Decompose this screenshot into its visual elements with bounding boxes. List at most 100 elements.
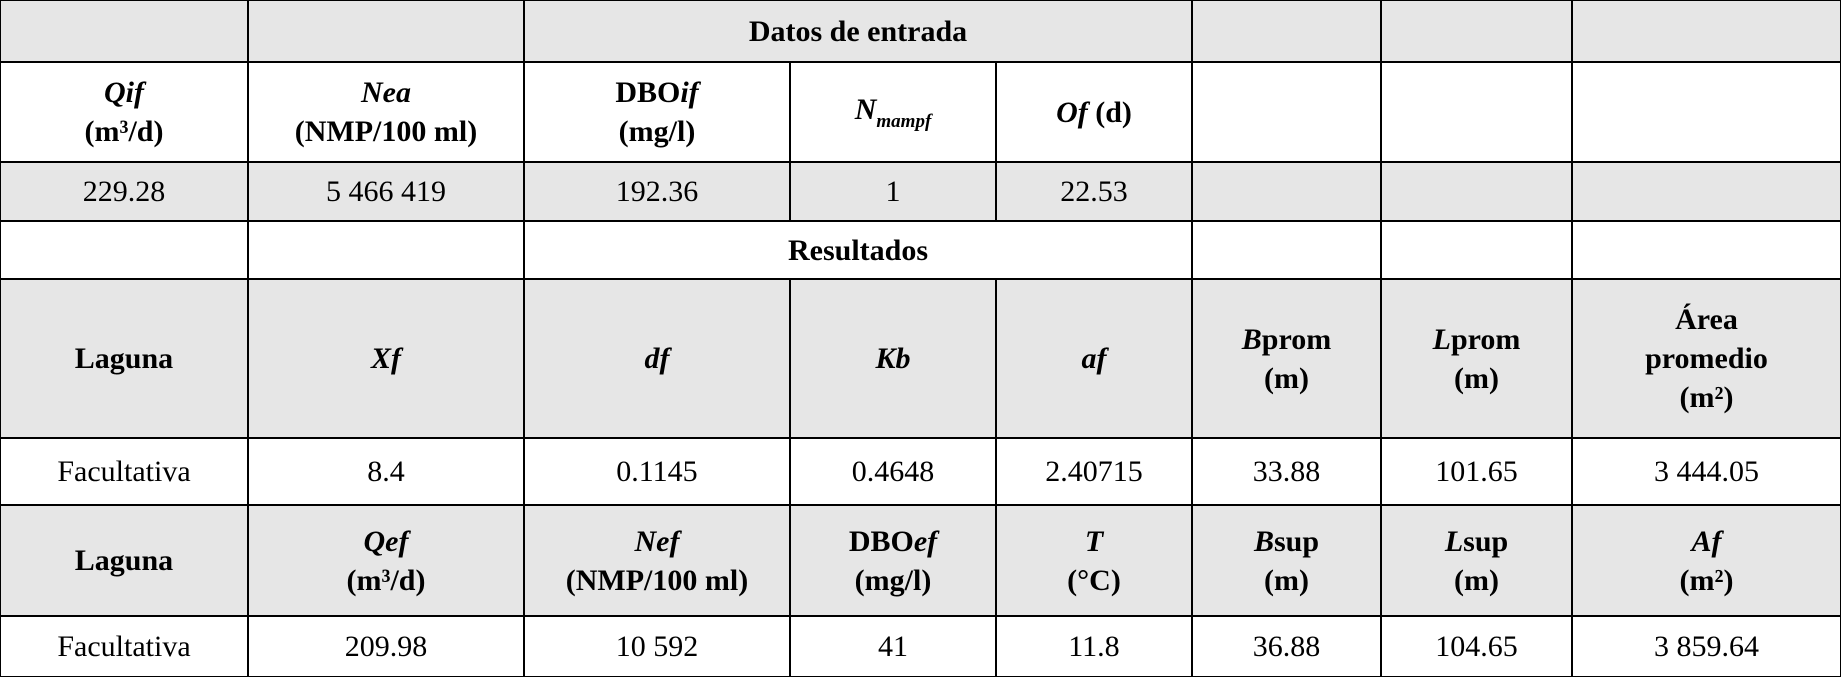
- header-line: Qif: [104, 73, 144, 112]
- header-line: Qef: [364, 522, 409, 561]
- header-line: Laguna: [75, 541, 173, 580]
- header-cell: Qif (m³/d): [0, 62, 248, 162]
- header-text: (mg/l): [618, 115, 696, 148]
- header-cell: Nea (NMP/100 ml): [248, 62, 524, 162]
- empty-cell: [248, 221, 524, 279]
- value-cell: 36.88: [1192, 616, 1381, 677]
- header-line: Lsup: [1445, 522, 1508, 561]
- value-cell: 33.88: [1192, 438, 1381, 505]
- header-line: (m): [1454, 561, 1499, 600]
- header-text: ef: [913, 524, 938, 558]
- header-line: (NMP/100 ml): [566, 561, 748, 600]
- header-text: (m³/d): [346, 563, 426, 597]
- header-cell: Qef (m³/d): [248, 505, 524, 616]
- value-cell: Facultativa: [0, 438, 248, 505]
- header-text: (m): [1454, 361, 1499, 395]
- value-cell: 2.40715: [996, 438, 1192, 505]
- header-cell: Xf: [248, 279, 524, 438]
- value-cell: Facultativa: [0, 616, 248, 677]
- header-text: prom: [1261, 322, 1332, 356]
- header-cell: Bprom (m): [1192, 279, 1381, 438]
- header-text: Área: [1675, 303, 1738, 336]
- header-line: Af: [1692, 522, 1722, 561]
- value-cell: 41: [790, 616, 996, 677]
- header-line: (NMP/100 ml): [295, 112, 477, 151]
- header-text: mampf: [876, 110, 932, 132]
- empty-cell: [1381, 62, 1572, 162]
- value-cell: 1: [790, 162, 996, 221]
- empty-cell: [1572, 162, 1841, 221]
- header-line: Bprom: [1242, 320, 1331, 359]
- header-cell: Nmampf: [790, 62, 996, 162]
- header-line: promedio: [1645, 339, 1768, 378]
- header-text: Kb: [875, 342, 911, 375]
- header-text: B: [1253, 524, 1274, 558]
- value-cell: 3 444.05: [1572, 438, 1841, 505]
- header-text: (m): [1264, 361, 1309, 395]
- header-cell: Of (d): [996, 62, 1192, 162]
- header-line: (m³/d): [85, 112, 164, 151]
- header-cell: T (°C): [996, 505, 1192, 616]
- value-cell: 11.8: [996, 616, 1192, 677]
- header-line: df: [645, 339, 670, 378]
- empty-cell: [0, 0, 248, 62]
- empty-cell: [0, 221, 248, 279]
- value-cell: 22.53: [996, 162, 1192, 221]
- header-text: N: [854, 92, 877, 126]
- value-cell: 229.28: [0, 162, 248, 221]
- header-cell: Lsup (m): [1381, 505, 1572, 616]
- header-text: Laguna: [74, 342, 174, 375]
- header-line: DBOif: [615, 73, 698, 112]
- value-cell: 209.98: [248, 616, 524, 677]
- header-text: L: [1444, 524, 1464, 558]
- header-text: B: [1241, 322, 1262, 356]
- header-line: (°C): [1067, 561, 1121, 600]
- value-cell: 5 466 419: [248, 162, 524, 221]
- header-text: if: [680, 76, 699, 109]
- header-cell: df: [524, 279, 790, 438]
- empty-cell: [1381, 162, 1572, 221]
- header-cell: af: [996, 279, 1192, 438]
- header-cell: Laguna: [0, 505, 248, 616]
- header-text: sup: [1273, 524, 1320, 558]
- header-text: (NMP/100 ml): [565, 563, 749, 597]
- header-line: (m): [1264, 561, 1309, 600]
- header-text: (d): [1087, 95, 1132, 129]
- header-text: Xf: [371, 342, 401, 375]
- header-text: Of: [1056, 95, 1088, 129]
- header-cell: Lprom (m): [1381, 279, 1572, 438]
- empty-cell: [248, 0, 524, 62]
- header-line: T: [1085, 522, 1103, 561]
- header-line: Nea: [361, 73, 411, 112]
- header-line: (m³/d): [347, 561, 426, 600]
- header-cell: DBOif (mg/l): [524, 62, 790, 162]
- header-cell: Af (m²): [1572, 505, 1841, 616]
- header-cell: Laguna: [0, 279, 248, 438]
- header-line: Lprom: [1433, 320, 1521, 359]
- empty-cell: [1572, 62, 1841, 162]
- header-line: (mg/l): [619, 112, 696, 151]
- header-text: T: [1084, 524, 1104, 558]
- header-text: Qef: [363, 524, 409, 558]
- header-text: (m): [1264, 563, 1309, 597]
- header-line: (m): [1454, 359, 1499, 398]
- header-text: L: [1432, 322, 1451, 356]
- header-line: (m): [1264, 359, 1309, 398]
- header-line: Nef: [635, 522, 680, 561]
- value-cell: 10 592: [524, 616, 790, 677]
- header-text: Af: [1691, 524, 1722, 558]
- value-cell: 104.65: [1381, 616, 1572, 677]
- empty-cell: [1381, 0, 1572, 62]
- header-line: Of (d): [1056, 93, 1132, 132]
- header-line: Laguna: [75, 339, 173, 378]
- empty-cell: [1192, 162, 1381, 221]
- header-text: Nea: [361, 76, 411, 109]
- header-text: (m³/d): [84, 115, 164, 148]
- header-line: (m²): [1680, 561, 1734, 600]
- section-title: Resultados: [524, 221, 1192, 279]
- value-cell: 0.1145: [524, 438, 790, 505]
- header-text: DBO: [848, 524, 914, 558]
- header-line: Bsup: [1254, 522, 1319, 561]
- header-text: (m): [1454, 563, 1499, 597]
